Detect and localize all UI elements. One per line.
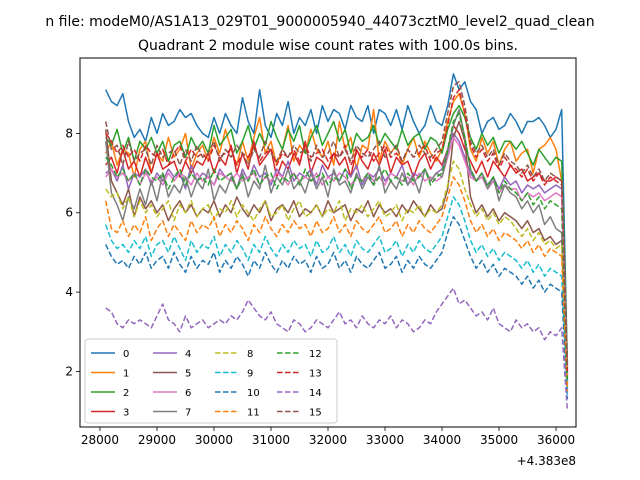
series-line-10 (105, 215, 569, 400)
y-tick-label: 6 (65, 206, 73, 220)
series-line-8 (105, 160, 569, 388)
legend-frame (84, 338, 338, 424)
legend-label-2: 2 (123, 388, 129, 399)
x-tick-label: 30000 (195, 433, 233, 447)
series-line-0 (105, 73, 569, 368)
legend-label-14: 14 (309, 388, 322, 399)
legend-label-7: 7 (185, 408, 191, 419)
series-line-3 (105, 124, 569, 376)
series-line-12 (105, 112, 569, 380)
figure-suptitle: n file: modeM0/AS1A13_029T01_9000005940_… (45, 14, 594, 30)
series-line-14 (105, 287, 569, 412)
series-line-1 (105, 92, 569, 372)
x-tick-label: 28000 (81, 433, 119, 447)
legend-label-3: 3 (123, 408, 129, 419)
x-tick-label: 31000 (252, 433, 290, 447)
y-tick-label: 8 (65, 126, 73, 140)
legend-label-8: 8 (247, 349, 253, 360)
x-tick-label: 34000 (423, 433, 461, 447)
y-tick-label: 2 (65, 364, 73, 378)
legend-label-4: 4 (185, 349, 191, 360)
x-axis: 28000 29000 30000 31000 32000 33000 34000 35000… (81, 427, 575, 447)
y-tick-label: 4 (65, 285, 73, 299)
legend-label-5: 5 (185, 369, 191, 380)
legend-label-6: 6 (185, 388, 191, 399)
x-tick-label: 32000 (309, 433, 347, 447)
x-axis-offset-label: +4.383e8 (517, 454, 576, 468)
x-tick-label: 29000 (138, 433, 176, 447)
legend-label-1: 1 (123, 369, 129, 380)
y-axis: 2 4 6 8 (65, 126, 80, 378)
x-tick-label: 35000 (480, 433, 518, 447)
legend-label-0: 0 (123, 349, 129, 360)
series-line-15 (104, 81, 569, 368)
series-line-11 (104, 176, 569, 392)
series-line-13 (105, 88, 569, 372)
series-layer (104, 73, 569, 412)
series-line-5 (104, 120, 569, 388)
legend-label-11: 11 (247, 408, 260, 419)
chart-title: Quadrant 2 module wise count rates with … (138, 38, 518, 54)
series-line-7 (104, 108, 569, 392)
legend-label-13: 13 (309, 369, 322, 380)
legend-label-9: 9 (247, 369, 253, 380)
legend-label-15: 15 (309, 408, 322, 419)
series-line-9 (104, 196, 569, 396)
series-line-2 (105, 104, 569, 364)
legend-label-12: 12 (309, 349, 322, 360)
legend-label-10: 10 (247, 388, 260, 399)
x-tick-label: 36000 (537, 433, 575, 447)
x-tick-label: 33000 (366, 433, 404, 447)
